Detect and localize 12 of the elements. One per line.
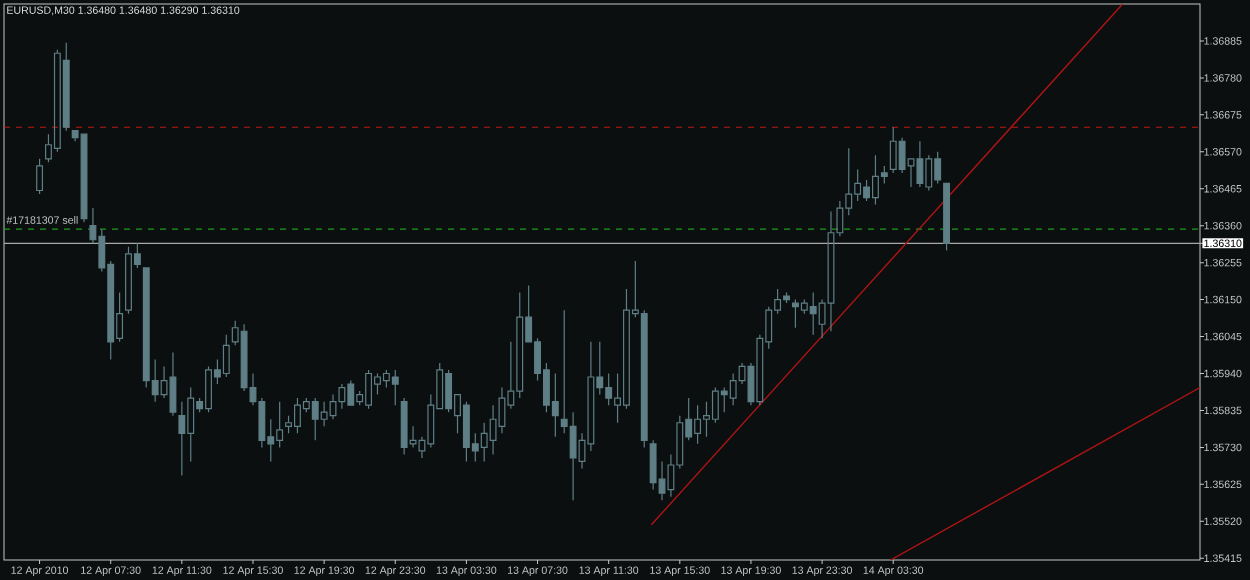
candlestick [827,211,835,332]
candlestick [489,404,497,456]
candlestick [329,394,337,420]
candlestick [498,386,506,434]
candlestick [80,133,88,223]
candlestick [569,411,577,501]
candlestick [391,369,399,406]
candlestick [338,383,346,410]
candlestick [916,140,924,188]
candlestick [178,401,186,477]
candlestick [551,372,559,438]
candlestick [169,351,177,417]
